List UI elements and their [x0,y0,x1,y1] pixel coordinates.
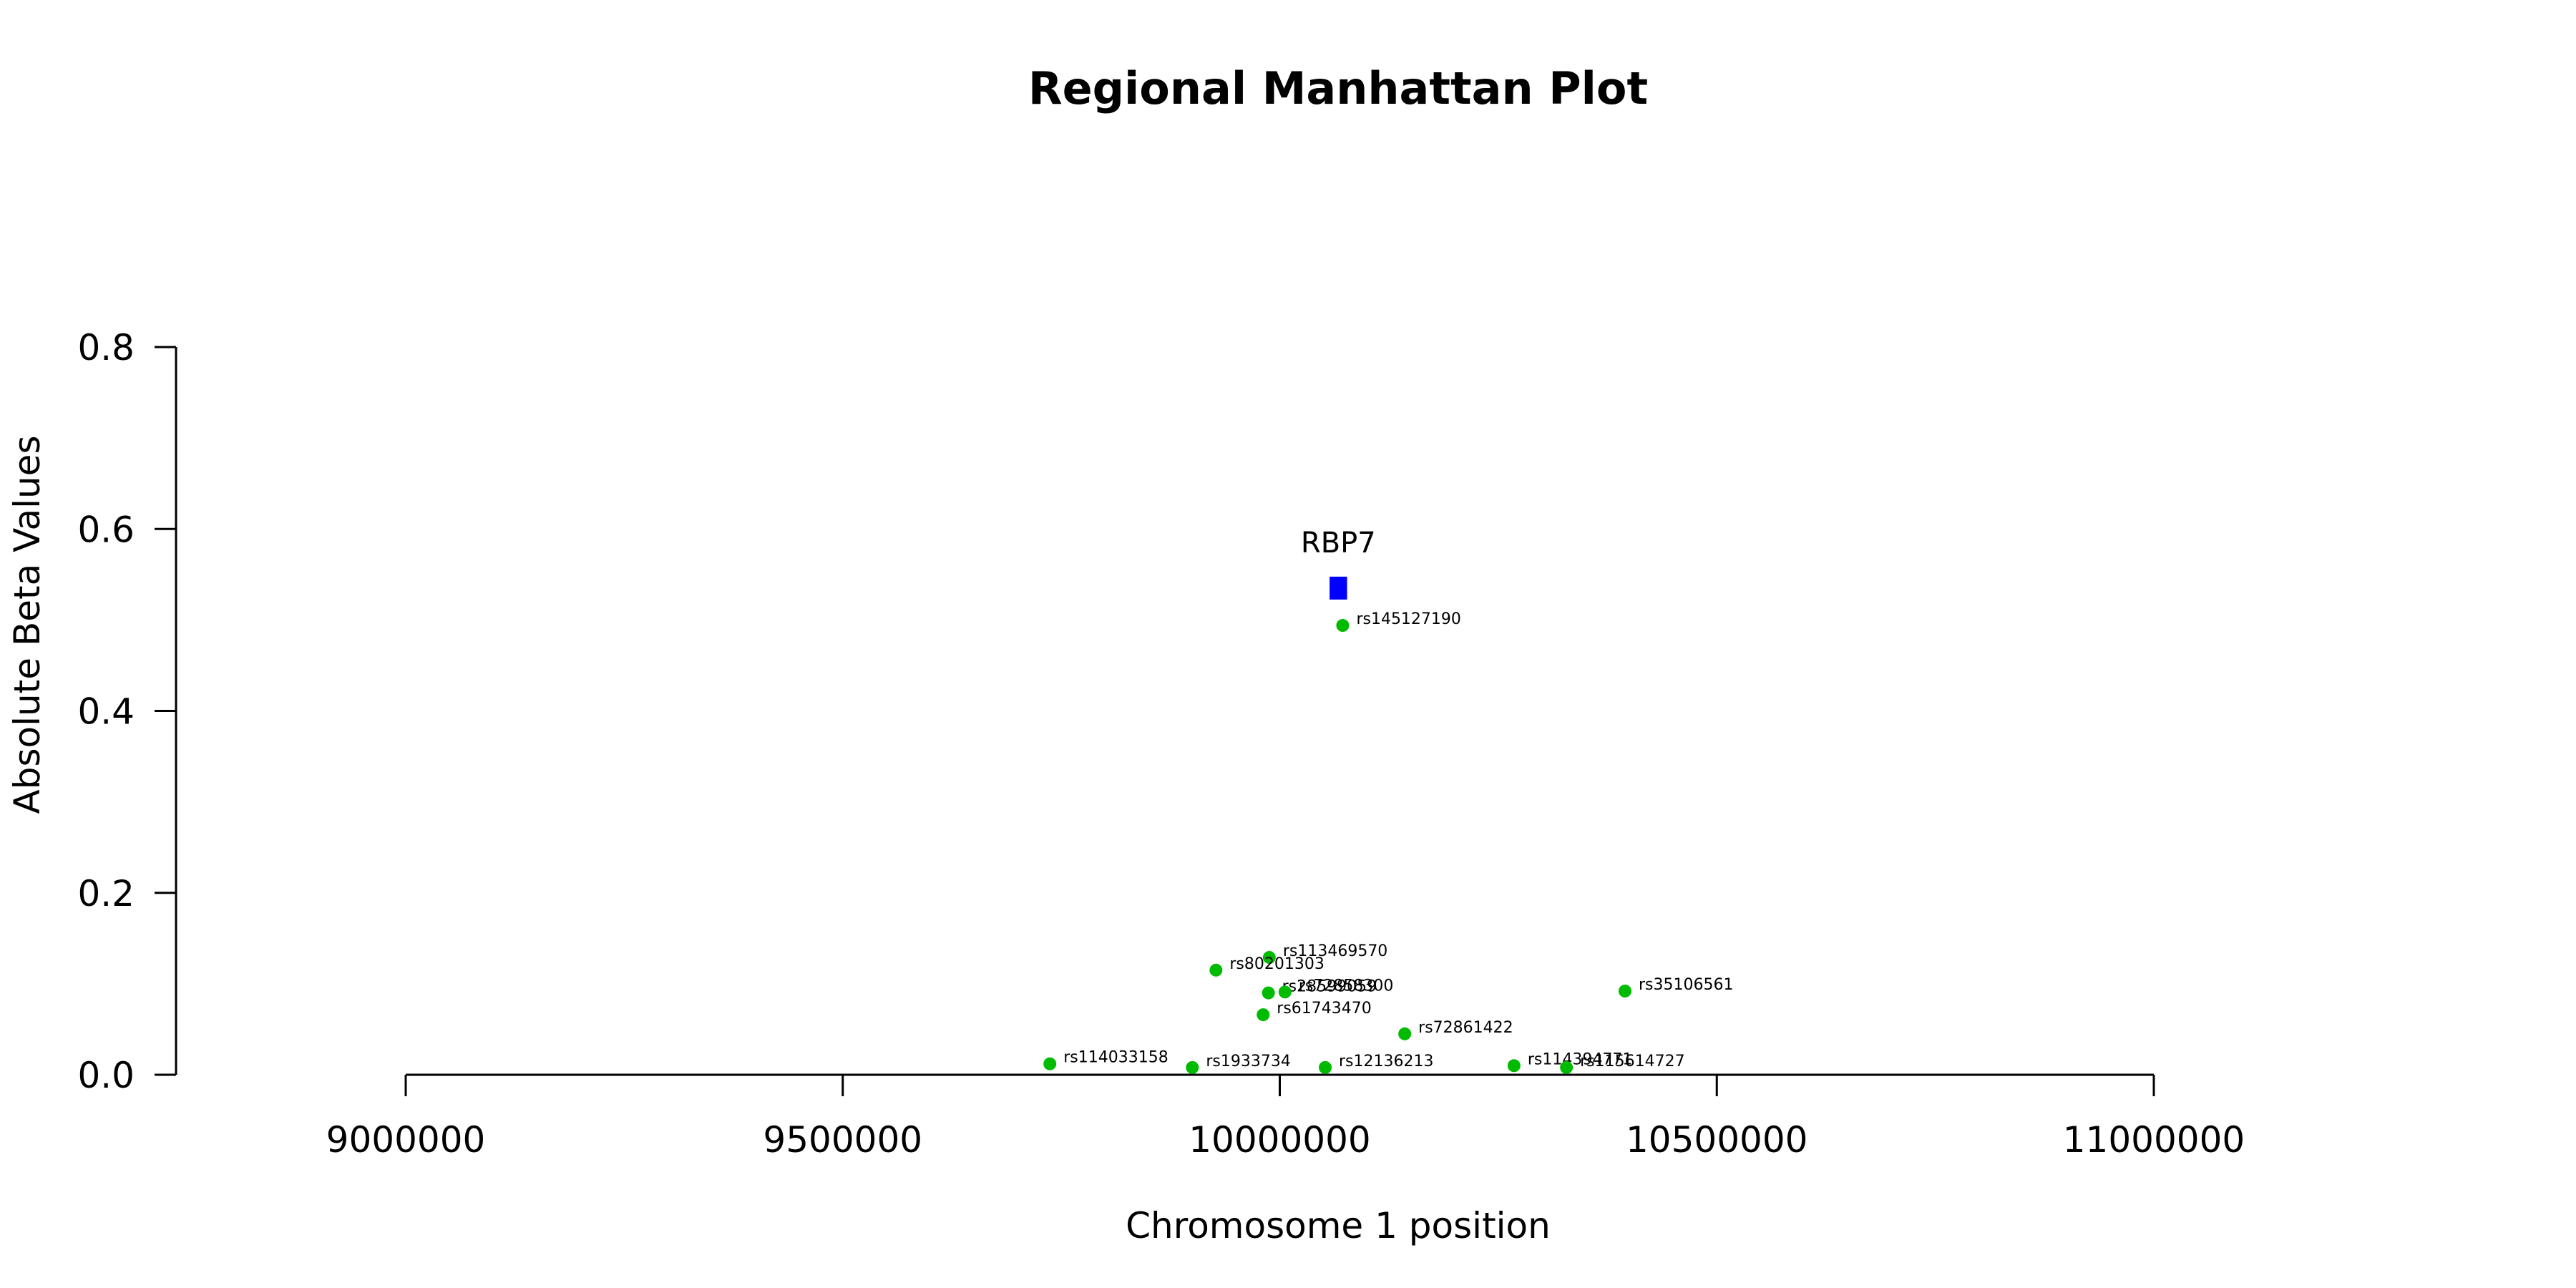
snp-label: rs113469570 [1283,942,1387,960]
gene-rbp7-bar [1330,576,1347,600]
y-tick-label: 0.6 [77,509,135,550]
snp-label: rs1933734 [1206,1053,1291,1070]
snp-point [1209,963,1223,977]
snp-point [1262,951,1276,965]
x-tick-label: 10500000 [1626,1119,1808,1161]
snp-label: rs114394771 [1528,1050,1632,1068]
snp-point [1278,985,1292,999]
snp-point [1186,1060,1199,1074]
y-tick-label: 0.0 [77,1055,135,1096]
snp-label: rs72858300 [1299,977,1393,995]
gene-label: RBP7 [1301,527,1376,560]
y-axis-label: Absolute Beta Values [6,436,48,814]
chart-title: Regional Manhattan Plot [1028,62,1648,114]
y-tick-label: 0.8 [77,327,135,369]
snp-point [1336,619,1350,633]
snp-point [1618,985,1631,998]
snp-label: rs114033158 [1063,1049,1168,1067]
snp-label: rs12136213 [1339,1053,1433,1070]
y-axis-ticks: 0.0 0.2 0.4 0.6 0.8 [77,327,176,1096]
x-axis-label: Chromosome 1 position [1126,1205,1551,1246]
snp-label: rs28599059 [1282,978,1377,996]
snp-point [1262,986,1275,1000]
snp-point [1257,1008,1270,1022]
x-tick-label: 9500000 [763,1119,922,1161]
snp-label: rs72861422 [1418,1019,1513,1037]
snp-label: rs115614727 [1580,1053,1684,1070]
x-tick-label: 9000000 [326,1119,486,1161]
snp-point [1398,1027,1412,1040]
snp-point [1560,1060,1574,1074]
snp-label: rs35106561 [1639,976,1733,994]
gene-track: RBP7 [1301,527,1376,600]
snp-label: rs80201303 [1229,955,1324,973]
snp-point [1319,1060,1332,1074]
x-axis-ticks: 9000000 9500000 10000000 10500000 11000000 [326,1075,2245,1161]
x-tick-label: 11000000 [2063,1119,2245,1161]
snp-label: rs61743470 [1277,1000,1371,1018]
snp-label: rs145127190 [1356,610,1460,628]
y-tick-label: 0.2 [77,873,135,914]
snp-point [1507,1059,1521,1073]
y-tick-label: 0.4 [77,691,135,733]
x-tick-label: 10000000 [1189,1119,1371,1161]
snp-point [1043,1057,1057,1070]
